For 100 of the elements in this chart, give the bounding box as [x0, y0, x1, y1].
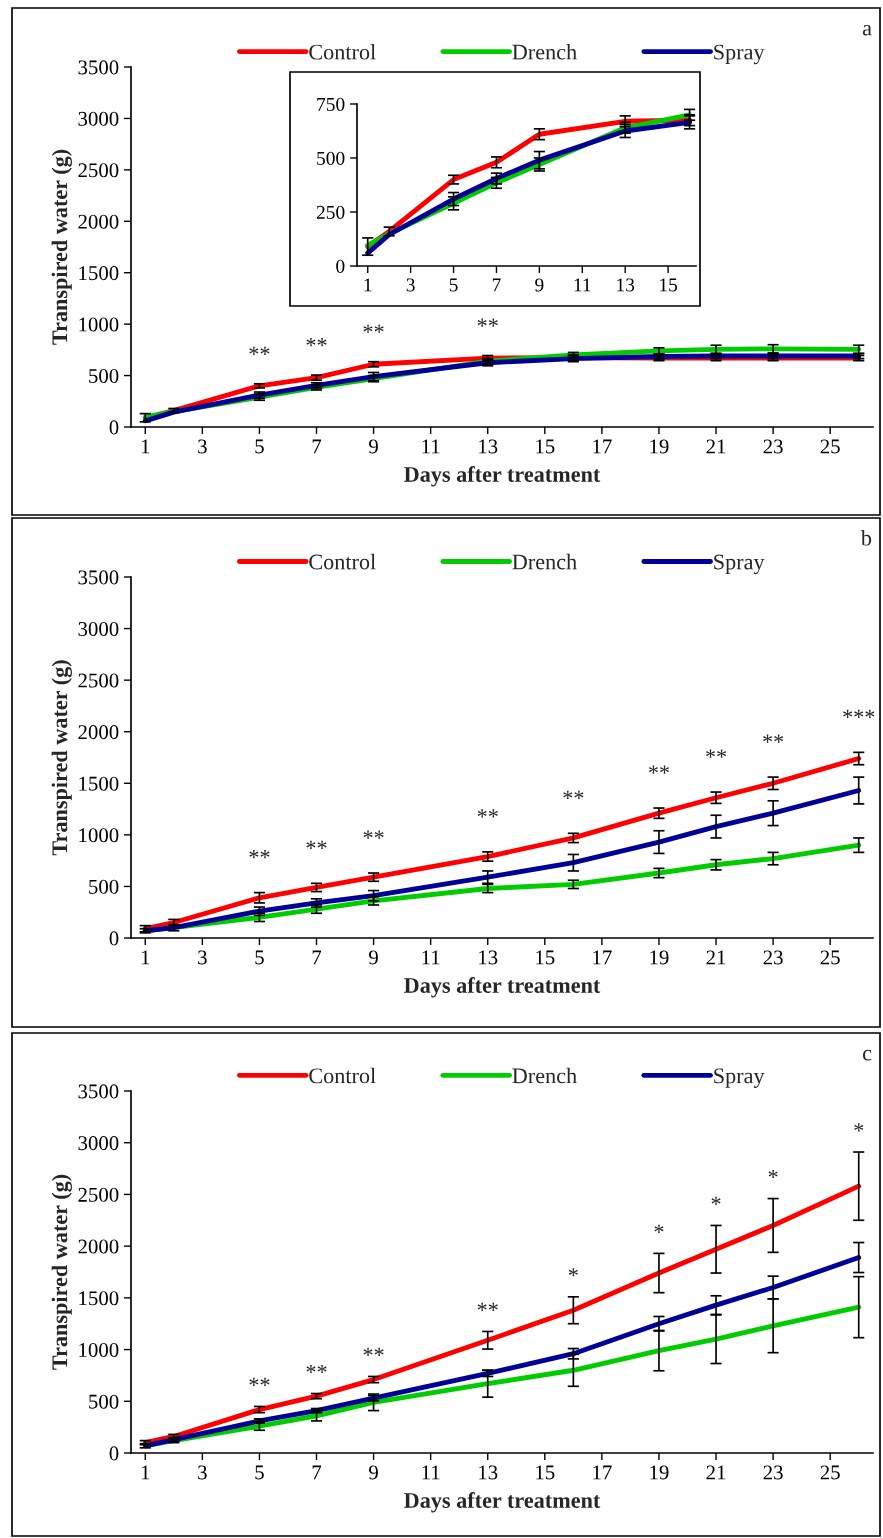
x-tick-label: 7 [312, 439, 322, 454]
x-tick-label: 3 [198, 1465, 207, 1480]
annotation: ** [363, 324, 384, 333]
y-tick-label: 750 [317, 97, 345, 111]
y-tick-label: 3000 [78, 1136, 119, 1151]
annotation: ** [477, 809, 498, 818]
annotation: ** [249, 850, 270, 859]
annotation: ** [477, 1302, 498, 1311]
legend-label: Control [309, 43, 376, 60]
annotation: * [568, 1268, 578, 1277]
x-tick-label: 11 [422, 1465, 440, 1480]
y-tick-label: 0 [336, 259, 345, 273]
line-series [142, 788, 862, 934]
y-axis-title: Transpired water (g) [51, 1174, 72, 1370]
annotation: ** [249, 1377, 270, 1386]
annotation: ** [563, 790, 584, 799]
x-tick-label: 9 [369, 950, 378, 965]
legend-label: Drench [512, 43, 577, 60]
y-tick-label: 250 [316, 205, 345, 219]
y-tick-label: 2000 [78, 214, 119, 229]
y-tick-label: 1500 [79, 776, 119, 791]
x-tick-label: 23 [763, 439, 783, 454]
legend-label: Drench [512, 553, 577, 570]
y-tick-label: 0 [109, 931, 119, 946]
y-tick-label: 500 [89, 1394, 119, 1409]
x-tick-label: 15 [536, 950, 555, 965]
y-tick-label: 2500 [78, 673, 119, 688]
x-tick-label: 17 [593, 439, 612, 454]
legend-label: Control [309, 553, 376, 570]
annotation: ** [363, 1347, 384, 1356]
x-tick-label: 7 [492, 278, 501, 292]
x-tick-label: 5 [255, 439, 264, 454]
annotation: ** [763, 734, 784, 743]
x-tick-label: 15 [660, 278, 678, 292]
x-tick-label: 11 [574, 278, 591, 292]
x-tick-label: 11 [422, 950, 440, 965]
annotation: ** [477, 318, 498, 327]
annotation: ** [648, 765, 670, 774]
annotation: * [854, 1123, 864, 1132]
text: c [862, 1049, 872, 1061]
x-axis-title: Days after treatment [404, 466, 601, 487]
legend-label: Spray [714, 554, 765, 575]
y-tick-label: 1000 [79, 1342, 119, 1357]
text: a [862, 24, 872, 36]
x-tick-label: 25 [820, 439, 840, 454]
x-tick-label: 13 [479, 950, 498, 965]
legend-label: Spray [714, 44, 765, 65]
x-tick-label: 21 [706, 439, 726, 454]
x-tick-label: 7 [312, 950, 322, 965]
x-tick-label: 21 [706, 950, 726, 965]
line-series [142, 1255, 862, 1449]
text: b [860, 529, 872, 546]
annotation: ** [306, 338, 327, 347]
x-tick-label: 1 [141, 439, 150, 454]
y-tick-label: 0 [109, 1446, 119, 1461]
x-tick-label: 17 [593, 950, 612, 965]
y-tick-label: 1000 [79, 317, 119, 332]
x-axis-title: Days after treatment [404, 977, 601, 998]
x-tick-label: 9 [369, 439, 378, 454]
x-tick-label: 25 [820, 1465, 840, 1480]
line-series [142, 1183, 862, 1446]
x-axis-title: Days after treatment [404, 1492, 601, 1513]
annotation: * [654, 1224, 664, 1233]
x-tick-label: 17 [593, 1465, 612, 1480]
x-tick-label: 13 [479, 439, 498, 454]
y-axis-title: Transpired water (g) [51, 149, 72, 345]
x-tick-label: 1 [141, 950, 150, 965]
y-tick-label: 1500 [79, 266, 119, 281]
y-tick-label: 2500 [78, 1187, 119, 1202]
annotation: ** [249, 346, 270, 355]
annotation: *** [843, 709, 875, 718]
x-tick-label: 13 [479, 1465, 498, 1480]
x-tick-label: 19 [650, 439, 669, 454]
y-axis-title: Transpired water (g) [51, 660, 72, 856]
x-tick-label: 1 [364, 278, 372, 292]
x-tick-label: 3 [198, 439, 207, 454]
x-tick-label: 25 [820, 950, 840, 965]
annotation: ** [706, 749, 727, 758]
legend-label: Drench [512, 1067, 577, 1084]
x-tick-label: 3 [198, 950, 207, 965]
y-tick-label: 500 [89, 879, 119, 894]
x-tick-label: 15 [536, 1465, 555, 1480]
x-tick-label: 7 [312, 1465, 322, 1480]
x-tick-label: 5 [255, 1465, 264, 1480]
x-tick-label: 19 [650, 1465, 669, 1480]
y-tick-label: 2000 [78, 725, 119, 740]
y-tick-label: 0 [109, 420, 119, 435]
y-tick-label: 3500 [78, 60, 119, 75]
y-tick-label: 2000 [78, 1239, 119, 1254]
x-tick-label: 13 [617, 278, 635, 292]
x-tick-label: 11 [422, 439, 440, 454]
legend-label: Control [309, 1067, 376, 1084]
x-tick-label: 3 [406, 278, 415, 292]
y-tick-label: 500 [317, 151, 345, 165]
x-tick-label: 9 [535, 278, 544, 292]
x-tick-label: 1 [141, 1465, 150, 1480]
y-tick-label: 3000 [78, 621, 119, 636]
x-tick-label: 5 [255, 950, 264, 965]
annotation: ** [363, 830, 384, 839]
x-tick-label: 23 [763, 1465, 783, 1480]
